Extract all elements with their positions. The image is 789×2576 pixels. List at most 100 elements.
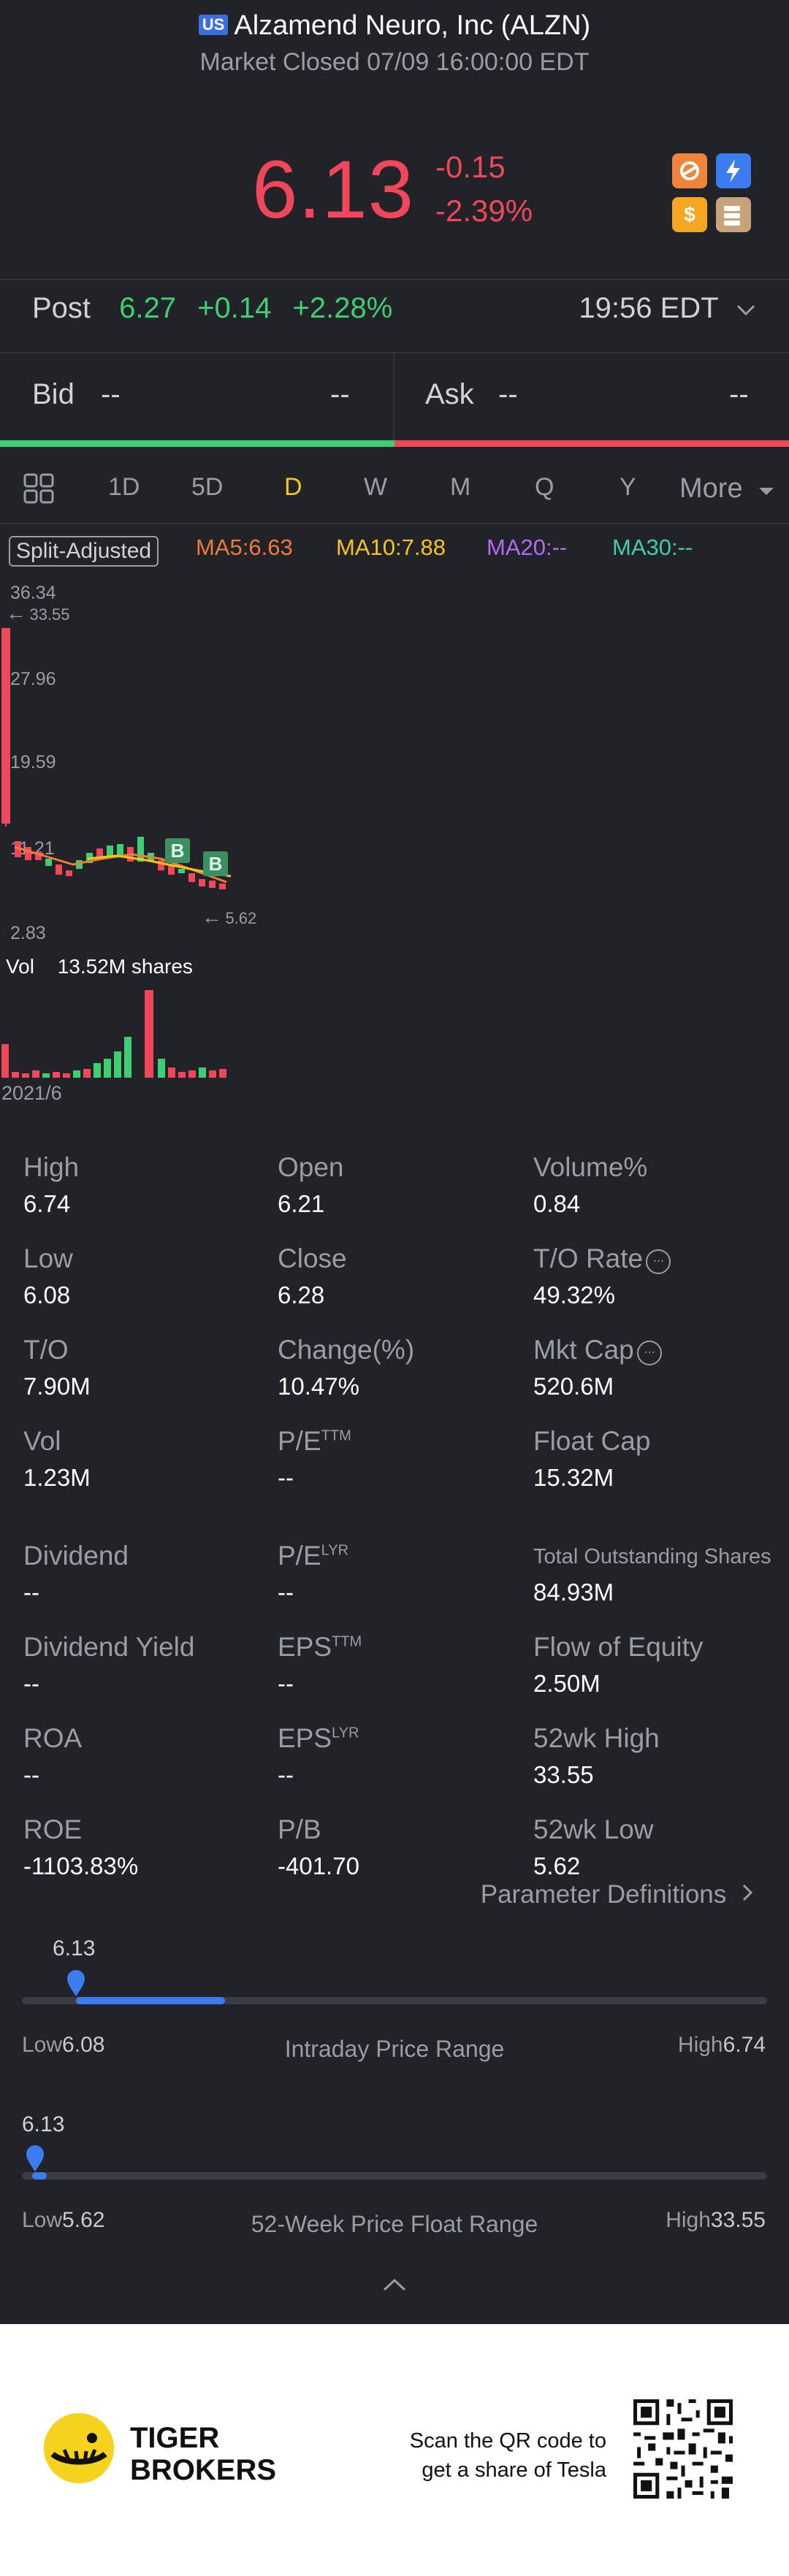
volume-chart[interactable]	[0, 986, 248, 1081]
stat-value: --	[23, 1761, 39, 1788]
stat-label-text: EPS	[278, 1632, 332, 1662]
post-label: Post	[32, 292, 91, 324]
y-tick-label: 19.59	[10, 752, 56, 773]
divider	[0, 523, 789, 524]
intraday-range-track	[22, 1997, 767, 2004]
post-time-toggle[interactable]: 19:56 EDT	[579, 292, 757, 325]
tiger-logo-icon	[44, 2413, 114, 2483]
tab-y[interactable]: Y	[620, 473, 636, 501]
low-label: Low	[22, 2208, 63, 2232]
post-change: +0.14	[197, 292, 272, 324]
tab-d[interactable]: D	[284, 473, 302, 501]
ask-price: --	[498, 378, 518, 410]
arrow-left-icon: ←	[202, 905, 222, 928]
volume-bar	[104, 1059, 111, 1078]
post-change-pct: +2.28%	[292, 292, 393, 324]
volume-bar	[145, 990, 153, 1078]
week52-range-fill	[32, 2172, 47, 2180]
stat-value: 84.93M	[533, 1579, 614, 1606]
stat-value: -1103.83%	[23, 1852, 139, 1879]
stat-label: Float Cap	[533, 1426, 651, 1456]
stat-label-text: P/E	[278, 1541, 321, 1571]
stat-value: 1.23M	[23, 1464, 91, 1491]
stat-label-text: Mkt Cap	[533, 1335, 634, 1365]
stat-value: 5.62	[533, 1852, 581, 1879]
volume-bar	[219, 1069, 226, 1078]
buy-marker[interactable]: B	[203, 851, 228, 876]
more-info-icon[interactable]: ···	[646, 1249, 671, 1274]
volume-bar	[53, 1072, 60, 1078]
stat-value: 49.32%	[533, 1281, 615, 1308]
flash-icon[interactable]	[716, 153, 751, 188]
stack-icon[interactable]	[716, 197, 751, 232]
candle	[168, 866, 175, 875]
high-label: High	[677, 2033, 723, 2057]
price-change: -0.15	[435, 150, 506, 184]
stat-value: 7.90M	[23, 1373, 91, 1400]
ask-label: Ask	[425, 378, 474, 410]
brand-line2: BROKERS	[130, 2454, 277, 2486]
more-info-icon[interactable]: ···	[636, 1341, 662, 1365]
candle	[107, 846, 113, 857]
stat-label: 52wk High	[533, 1723, 660, 1753]
stat-label: High	[23, 1152, 80, 1182]
volume-bar	[22, 1073, 29, 1078]
stat-label: P/B	[278, 1814, 321, 1844]
stat-value: 33.55	[533, 1761, 594, 1788]
volume-bar	[83, 1069, 91, 1078]
ask-size: --	[729, 378, 749, 410]
stat-label-eps-lyr: EPSLYR	[278, 1723, 359, 1754]
stat-label: T/O	[23, 1335, 69, 1365]
tab-1d[interactable]: 1D	[108, 473, 140, 501]
candle	[45, 859, 52, 866]
buy-marker[interactable]: B	[165, 838, 190, 863]
stat-value: --	[23, 1670, 39, 1697]
stat-label-text: T/O Rate	[533, 1243, 644, 1273]
week52-range-title: 52-Week Price Float Range	[251, 2211, 538, 2237]
row-clip	[0, 1875, 789, 1882]
stat-label-text: EPS	[278, 1723, 332, 1753]
chevron-up-icon[interactable]	[381, 2277, 408, 2293]
intraday-high: High6.74	[678, 2033, 766, 2058]
dollar-icon[interactable]: $	[672, 197, 707, 232]
stat-label-pe-lyr: P/ELYR	[278, 1541, 348, 1571]
stat-label: ROE	[23, 1814, 83, 1844]
tab-q[interactable]: Q	[535, 473, 554, 501]
divider	[0, 352, 789, 353]
tab-w[interactable]: W	[364, 473, 388, 501]
volume-bar	[158, 1059, 165, 1078]
stat-value: -401.70	[278, 1852, 359, 1879]
promo-footer: TIGER BROKERS Scan the QR code to get a …	[0, 2324, 789, 2576]
low-marker-value: 5.62	[225, 909, 257, 927]
stat-value: 6.28	[278, 1281, 325, 1308]
stat-label-sup: TTM	[321, 1427, 351, 1444]
qr-code[interactable]	[630, 2396, 736, 2502]
stat-label-mkt-cap: Mkt Cap ···	[533, 1335, 662, 1365]
stat-label: Vol	[23, 1426, 61, 1456]
tab-m[interactable]: M	[450, 473, 471, 501]
stat-value: 10.47%	[278, 1373, 359, 1400]
volume-bar	[124, 1037, 132, 1078]
bid-label: Bid	[32, 378, 75, 410]
volume-bar	[1, 1044, 9, 1078]
volume-bar	[12, 1072, 19, 1078]
split-adjusted-button[interactable]: Split-Adjusted	[9, 536, 159, 567]
candle	[66, 870, 72, 876]
volume-bar	[114, 1051, 121, 1078]
candlestick-chart[interactable]	[0, 628, 248, 935]
candle	[15, 841, 21, 857]
volume-label: Vol	[6, 955, 34, 978]
y-tick-label: 2.83	[10, 923, 46, 943]
stat-label-sup: LYR	[321, 1542, 349, 1559]
parameter-definitions-link[interactable]: Parameter Definitions	[481, 1880, 754, 1909]
tab-5d[interactable]: 5D	[191, 473, 224, 501]
high-marker: ← 33.55	[6, 602, 70, 625]
intraday-current-value: 6.13	[53, 1936, 96, 1960]
chart-layout-icon[interactable]	[22, 472, 57, 510]
low-value: 6.08	[62, 2033, 105, 2057]
tab-more[interactable]: More	[679, 473, 775, 505]
divider	[0, 279, 789, 280]
options-icon[interactable]	[672, 153, 707, 188]
candle	[199, 879, 205, 886]
location-pin-icon	[26, 2145, 44, 2171]
